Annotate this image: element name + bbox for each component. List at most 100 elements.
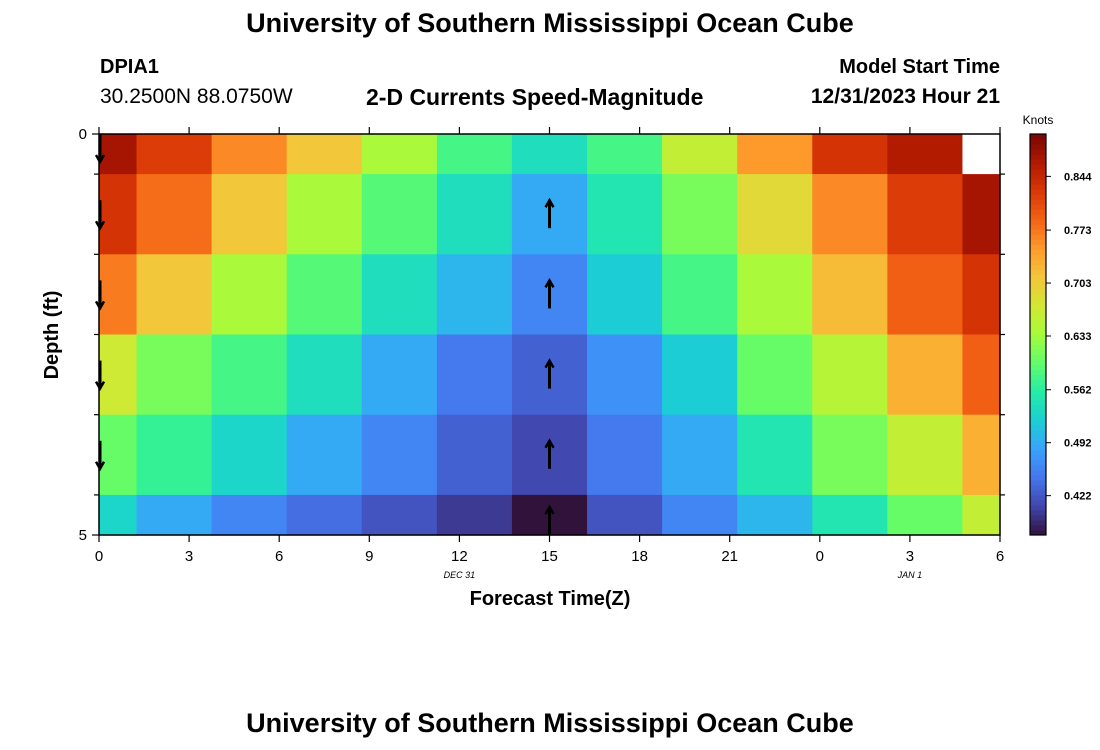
colorbar-swatch xyxy=(1030,344,1046,351)
heatmap-cell xyxy=(662,494,738,536)
heatmap-cell xyxy=(136,494,213,536)
colorbar-swatch xyxy=(1030,224,1046,230)
colorbar-swatch xyxy=(1030,509,1046,516)
model-start-label: Model Start Time xyxy=(839,56,1000,78)
colorbar-swatch xyxy=(1030,274,1046,280)
heatmap-cell xyxy=(211,334,288,416)
heatmap-cell xyxy=(737,174,813,255)
heatmap-cell xyxy=(436,254,513,336)
x-tick-label: 21 xyxy=(721,548,738,565)
current-arrow xyxy=(544,197,555,229)
heatmap-cell xyxy=(99,174,138,255)
colorbar-swatch xyxy=(1030,494,1046,501)
heatmap-cell xyxy=(99,134,138,175)
current-arrow-head xyxy=(544,197,555,208)
heatmap-cell xyxy=(662,414,738,496)
date-label: DEC 31 xyxy=(444,570,476,580)
x-tick-label: 15 xyxy=(541,548,558,565)
colorbar-swatch xyxy=(1030,144,1046,150)
colorbar-tick-label: 0.633 xyxy=(1064,331,1092,343)
colorbar-swatch xyxy=(1030,269,1046,275)
x-axis-label: Forecast Time(Z) xyxy=(470,588,631,610)
colorbar-swatch xyxy=(1030,444,1046,451)
heatmap-cell xyxy=(887,174,964,255)
current-arrow-head xyxy=(94,380,106,392)
heatmap-cell xyxy=(587,134,663,175)
current-arrows xyxy=(94,134,555,535)
colorbar-swatch xyxy=(1030,464,1046,471)
heatmap-cell xyxy=(962,254,1001,336)
colorbar-swatch xyxy=(1030,209,1046,215)
heatmap-cell xyxy=(887,334,964,416)
colorbar-swatch xyxy=(1030,389,1046,396)
heatmap-cell xyxy=(136,254,213,336)
chart-title: University of Southern Mississippi Ocean… xyxy=(246,8,854,38)
current-arrow-head xyxy=(544,358,555,369)
y-tick-label: 5 xyxy=(79,527,87,544)
colorbar-swatch xyxy=(1030,459,1046,466)
colorbar-swatch xyxy=(1030,204,1046,210)
heatmap-cell xyxy=(887,414,964,496)
y-tick-label: 0 xyxy=(79,126,87,143)
colorbar-swatch xyxy=(1030,279,1046,285)
current-arrow xyxy=(544,504,555,535)
heatmap-cell xyxy=(812,174,888,255)
colorbar-swatch xyxy=(1030,474,1046,481)
heatmap-cell xyxy=(812,494,888,536)
chart-subtitle: 2-D Currents Speed-Magnitude xyxy=(366,84,704,110)
x-tick-label: 0 xyxy=(816,548,824,565)
heatmap-cell xyxy=(286,134,363,175)
heatmap-cell xyxy=(361,334,438,416)
colorbar-swatch xyxy=(1030,294,1046,300)
colorbar-swatch xyxy=(1030,254,1046,260)
colorbar-tick-label: 0.844 xyxy=(1064,171,1092,183)
colorbar-swatch xyxy=(1030,489,1046,496)
colorbar-swatch xyxy=(1030,529,1046,536)
heatmap-cell xyxy=(286,414,363,496)
colorbar-swatch xyxy=(1030,134,1046,140)
heatmap-cell xyxy=(436,174,513,255)
heatmap-cell xyxy=(962,134,1001,175)
current-arrow xyxy=(94,360,106,392)
colorbar-swatch xyxy=(1030,399,1046,406)
colorbar-unit: Knots xyxy=(1023,113,1054,127)
colorbar-swatch xyxy=(1030,194,1046,200)
colorbar-swatch xyxy=(1030,479,1046,486)
current-arrow-head xyxy=(544,438,555,449)
colorbar-swatch xyxy=(1030,249,1046,255)
colorbar-swatch xyxy=(1030,164,1046,170)
colorbar-swatch xyxy=(1030,524,1046,531)
colorbar-swatch xyxy=(1030,334,1046,341)
colorbar-swatch xyxy=(1030,284,1046,290)
current-arrow xyxy=(94,280,106,311)
x-tick-label: 3 xyxy=(906,548,914,565)
current-arrow xyxy=(544,438,555,469)
colorbar-swatch xyxy=(1030,429,1046,436)
colorbar-swatch xyxy=(1030,404,1046,411)
colorbar-swatch xyxy=(1030,499,1046,506)
colorbar-tick-label: 0.492 xyxy=(1064,438,1092,450)
x-tick-label: 6 xyxy=(275,548,283,565)
colorbar-swatch xyxy=(1030,234,1046,240)
current-arrow-head xyxy=(94,461,106,472)
x-tick-label: 3 xyxy=(185,548,193,565)
colorbar-swatch xyxy=(1030,434,1046,441)
current-arrow xyxy=(544,277,555,309)
heatmap-cell xyxy=(99,414,138,496)
colorbar-swatch xyxy=(1030,304,1046,310)
heatmap-cell xyxy=(587,334,663,416)
station-coordinates: 30.2500N 88.0750W xyxy=(100,85,293,108)
colorbar-swatch xyxy=(1030,394,1046,401)
x-tick-label: 9 xyxy=(365,548,373,565)
heatmap-cell xyxy=(737,334,813,416)
current-arrow-head xyxy=(544,277,555,289)
colorbar-swatch xyxy=(1030,504,1046,511)
colorbar-swatch xyxy=(1030,454,1046,461)
colorbar-swatch xyxy=(1030,154,1046,160)
colorbar-swatch xyxy=(1030,139,1046,145)
colorbar-swatch xyxy=(1030,314,1046,320)
colorbar: Knots 0.422 0.492 0.562 0.633 0.703 0.773 0.844 xyxy=(1023,113,1092,536)
colorbar-swatch xyxy=(1030,289,1046,295)
